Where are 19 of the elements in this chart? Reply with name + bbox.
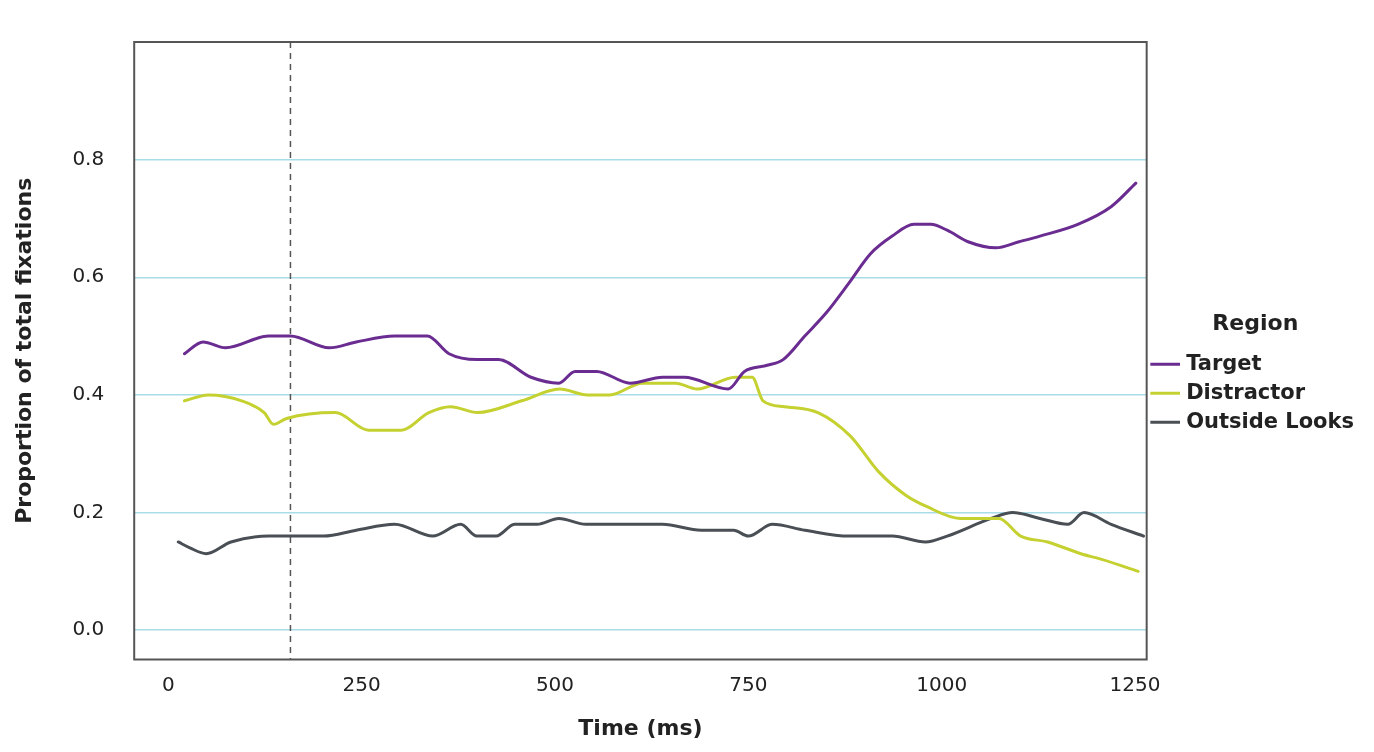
y-tick-label: 0.4 bbox=[72, 381, 105, 406]
legend-title: Region bbox=[1212, 310, 1299, 336]
legend-label: Outside Looks bbox=[1186, 408, 1354, 433]
y-tick-label: 0.0 bbox=[72, 616, 105, 641]
line-series bbox=[182, 181, 1138, 391]
x-axis-title: Time (ms) bbox=[578, 714, 703, 740]
x-tick-label: 750 bbox=[729, 671, 768, 696]
x-tick-label: 500 bbox=[535, 671, 575, 696]
y-tick-label: 0.8 bbox=[72, 145, 105, 170]
x-tick-label: 250 bbox=[342, 671, 381, 696]
line-series bbox=[182, 375, 1140, 573]
y-tick-label: 0.6 bbox=[72, 263, 105, 288]
x-tick-label: 0 bbox=[161, 671, 175, 696]
y-tick-label: 0.2 bbox=[72, 498, 105, 523]
x-tick-label: 1250 bbox=[1109, 671, 1161, 696]
x-tick-label: 1000 bbox=[916, 671, 968, 696]
legend-label: Distractor bbox=[1186, 379, 1306, 404]
legend-label: Target bbox=[1186, 350, 1262, 375]
y-axis-title: Proportion of total fixations bbox=[10, 177, 36, 524]
